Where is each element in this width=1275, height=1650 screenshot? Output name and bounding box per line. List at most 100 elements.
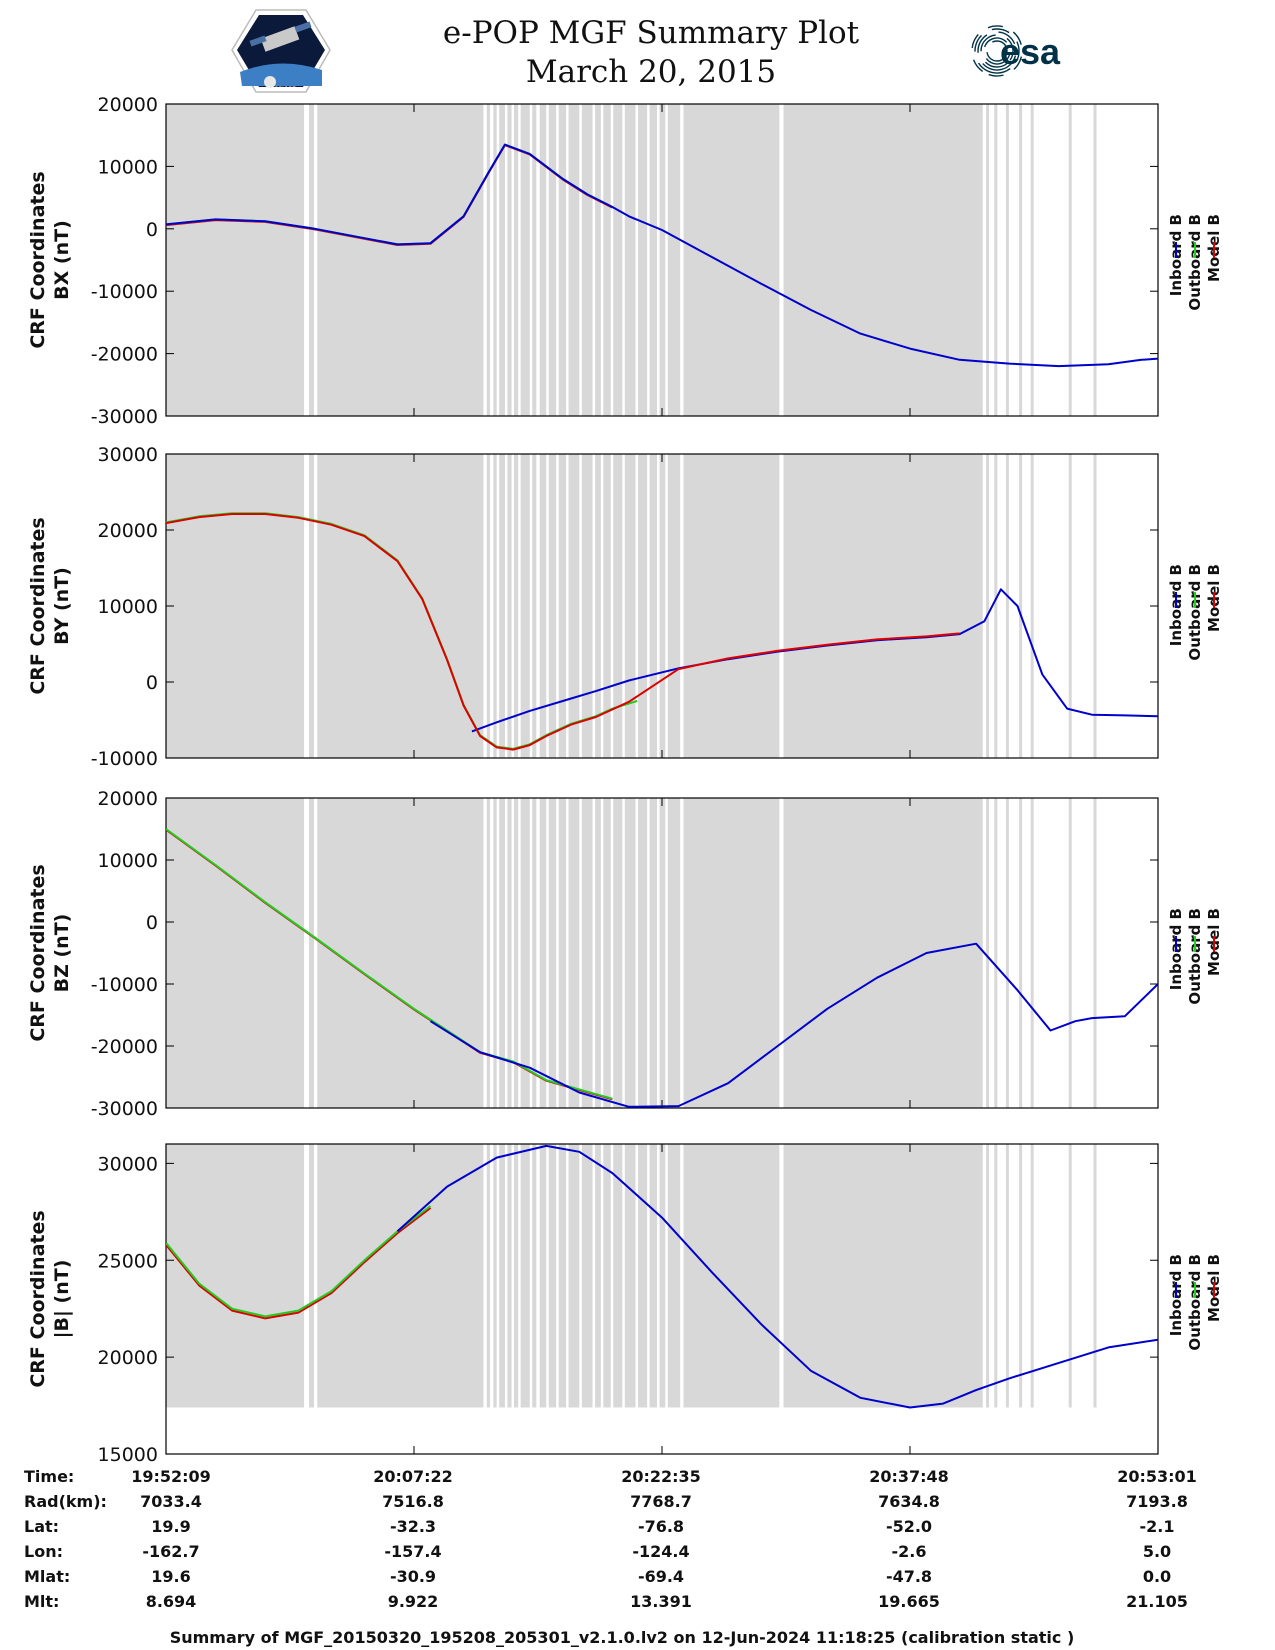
y-tick-label: 15000 bbox=[98, 1444, 158, 1466]
summary-text: Summary of MGF_20150320_195208_205301_v2… bbox=[170, 1628, 1075, 1647]
gap-stripe bbox=[546, 1144, 549, 1408]
gap-stripe-late bbox=[994, 454, 998, 758]
data-coverage-band bbox=[166, 454, 1097, 758]
gap-stripe-late bbox=[1030, 1144, 1034, 1408]
gap-stripe-late bbox=[1019, 798, 1023, 1108]
gap-stripe bbox=[622, 1144, 625, 1408]
panel-3: -30000 -20000 -10000 0 10000 20000 CRF Coordin… bbox=[27, 788, 1223, 1120]
y-tick-label: -30000 bbox=[91, 406, 158, 428]
gap-stripe bbox=[556, 454, 559, 758]
gap-stripe bbox=[483, 1144, 487, 1408]
y-tick-label: -20000 bbox=[91, 1036, 158, 1058]
gap-stripe bbox=[546, 104, 549, 416]
gap-stripe bbox=[529, 1144, 533, 1408]
legend-label: Outboard B bbox=[1186, 214, 1204, 311]
gap-stripe-late bbox=[1005, 798, 1009, 1108]
footer-cell: -32.3 bbox=[390, 1517, 436, 1536]
gap-stripe bbox=[511, 104, 515, 416]
gap-stripe bbox=[556, 104, 559, 416]
gap-stripe-late bbox=[1030, 104, 1034, 416]
gap-stripe-late bbox=[1093, 1144, 1097, 1408]
gap-stripe bbox=[313, 104, 318, 416]
gap-stripe-late bbox=[986, 454, 990, 758]
svg-text:esa: esa bbox=[1000, 31, 1061, 72]
gap-stripe bbox=[600, 1144, 604, 1408]
gap-stripe-late bbox=[1019, 104, 1023, 416]
gap-stripe bbox=[647, 104, 650, 416]
y-tick-label: 0 bbox=[146, 672, 158, 694]
gap-stripe-late bbox=[994, 798, 998, 1108]
series-line-inboard-b bbox=[429, 942, 1158, 1108]
gap-stripe bbox=[635, 1144, 639, 1408]
gap-stripe bbox=[518, 454, 521, 758]
gap-stripe bbox=[529, 798, 533, 1108]
gap-stripe-late bbox=[986, 104, 990, 416]
gap-stripe bbox=[600, 104, 604, 416]
data-coverage-band bbox=[166, 798, 1097, 1108]
gap-stripe-late bbox=[1005, 104, 1009, 416]
gap-stripe bbox=[546, 454, 549, 758]
gap-stripe bbox=[592, 454, 596, 758]
footer-cell: -52.0 bbox=[886, 1517, 932, 1536]
panels: -30000 -20000 -10000 0 10000 20000 CRF Coordin… bbox=[27, 94, 1223, 1466]
footer-cell: -69.4 bbox=[638, 1567, 684, 1586]
series-line-outboard-b bbox=[166, 828, 613, 1100]
footer-cell: 19.9 bbox=[151, 1517, 190, 1536]
gap-stripe bbox=[518, 798, 521, 1108]
y-tick-label: 0 bbox=[146, 219, 158, 241]
footer-cell: 20:37:48 bbox=[869, 1467, 949, 1486]
gap-stripe bbox=[680, 104, 684, 416]
gap-stripe bbox=[536, 454, 540, 758]
gap-stripe bbox=[647, 454, 650, 758]
y-tick-label: 20000 bbox=[98, 788, 158, 810]
y-axis-label: BY (nT) bbox=[51, 567, 73, 645]
gap-stripe-late bbox=[986, 798, 990, 1108]
gap-stripe bbox=[635, 454, 639, 758]
legend: Inboard B Outboard B Model B bbox=[1167, 1254, 1223, 1351]
gap-stripe-late bbox=[1093, 798, 1097, 1108]
legend-label: Outboard B bbox=[1186, 564, 1204, 661]
footer-cell: 13.391 bbox=[630, 1592, 692, 1611]
footer-cell: 7634.8 bbox=[878, 1492, 940, 1511]
gap-stripe bbox=[536, 104, 540, 416]
gap-stripe bbox=[313, 798, 318, 1108]
footer-cell: -47.8 bbox=[886, 1567, 932, 1586]
gap-stripe bbox=[304, 798, 310, 1108]
gap-stripe bbox=[304, 1144, 310, 1408]
esa-swirl-icon bbox=[971, 25, 1023, 77]
footer-cell: -2.1 bbox=[1140, 1517, 1175, 1536]
y-tick-label: 25000 bbox=[98, 1250, 158, 1272]
footer-row-label: Time: bbox=[24, 1467, 74, 1486]
gap-stripe bbox=[496, 798, 500, 1108]
footer-cell: 19:52:09 bbox=[131, 1467, 211, 1486]
footer-row-label: Mlt: bbox=[24, 1592, 59, 1611]
footer-cell: 20:07:22 bbox=[373, 1467, 453, 1486]
gap-stripe bbox=[483, 454, 487, 758]
footer-cell: 19.665 bbox=[878, 1592, 940, 1611]
gap-stripe bbox=[657, 1144, 660, 1408]
gap-stripe bbox=[779, 1144, 784, 1408]
footer-row-label: Rad(km): bbox=[24, 1492, 107, 1511]
gap-stripe bbox=[665, 1144, 668, 1408]
footer-cell: 20:22:35 bbox=[621, 1467, 701, 1486]
cassiope-logo: CASSIOPE bbox=[231, 9, 331, 93]
y-tick-label: 0 bbox=[146, 912, 158, 934]
title-line1: e-POP MGF Summary Plot bbox=[443, 15, 860, 51]
gap-stripe bbox=[600, 798, 604, 1108]
footer-cell: -124.4 bbox=[632, 1542, 689, 1561]
footer-row-label: Lat: bbox=[24, 1517, 59, 1536]
series-line-outboard-b bbox=[166, 1205, 432, 1318]
gap-stripe-late bbox=[1019, 454, 1023, 758]
gap-stripe bbox=[592, 104, 596, 416]
gap-stripe bbox=[657, 798, 660, 1108]
gap-stripe bbox=[518, 104, 521, 416]
y-axis-label: |B| (nT) bbox=[51, 1260, 73, 1339]
y-tick-label: 10000 bbox=[98, 596, 158, 618]
y-tick-label: -10000 bbox=[91, 974, 158, 996]
gap-stripe bbox=[622, 104, 625, 416]
series-lines bbox=[166, 828, 1158, 1108]
gap-stripe bbox=[600, 454, 604, 758]
gap-stripe bbox=[556, 1144, 559, 1408]
y-tick-label: -10000 bbox=[91, 748, 158, 770]
